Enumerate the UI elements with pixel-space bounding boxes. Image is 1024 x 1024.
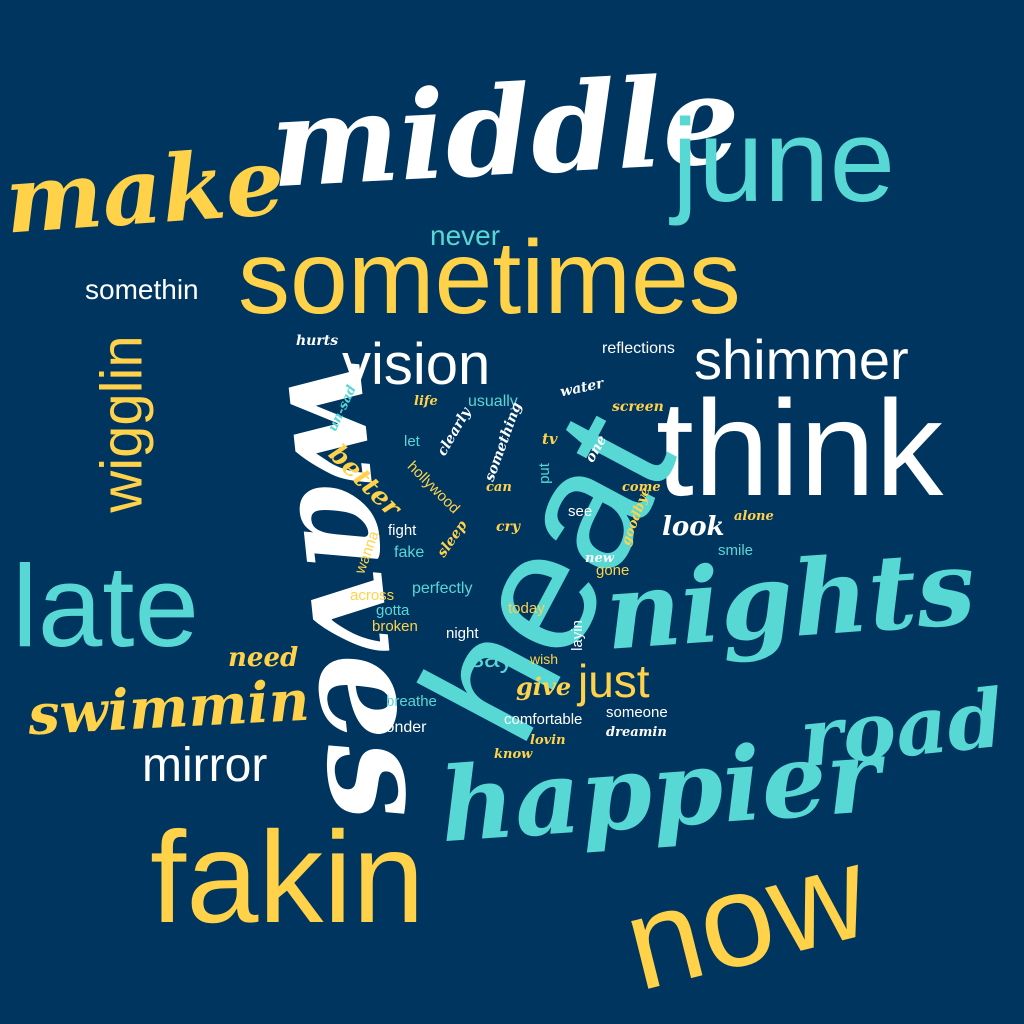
word-put: put bbox=[535, 463, 553, 484]
word-can: can bbox=[486, 480, 512, 495]
word-layin: layin bbox=[568, 620, 586, 651]
word-think: think bbox=[656, 372, 944, 524]
word-today: today bbox=[508, 600, 545, 617]
word-smile: smile bbox=[718, 542, 754, 559]
word-somethin: somethin bbox=[85, 274, 199, 305]
word-across: across bbox=[350, 587, 395, 604]
word-breathe: breathe bbox=[386, 693, 437, 710]
word-road: road bbox=[795, 670, 1008, 786]
word-perfectly: perfectly bbox=[412, 580, 473, 597]
word-gotta: gotta bbox=[376, 602, 410, 619]
word-alone: alone bbox=[734, 509, 774, 524]
word-wish: wish bbox=[530, 651, 559, 667]
word-shimmer: shimmer bbox=[694, 328, 909, 391]
word-reflections: reflections bbox=[602, 340, 675, 357]
word-vision: vision bbox=[342, 332, 491, 397]
word-broken: broken bbox=[372, 618, 418, 635]
word-clearly: clearly bbox=[434, 405, 475, 459]
word-comfortable: comfortable bbox=[504, 711, 583, 728]
word-say: say bbox=[470, 642, 514, 673]
word-wigglin: wigglin bbox=[89, 335, 155, 513]
word-night: night bbox=[446, 625, 479, 642]
word-water: water bbox=[558, 375, 606, 401]
word-hurts: hurts bbox=[296, 333, 339, 349]
word-late: late bbox=[12, 541, 200, 671]
word-someone: someone bbox=[606, 704, 668, 721]
word-see: see bbox=[568, 503, 593, 520]
word-fakin: fakin bbox=[150, 804, 425, 950]
word-new: new bbox=[585, 551, 614, 566]
word-just: just bbox=[578, 655, 650, 707]
word-fight: fight bbox=[388, 522, 417, 539]
word-screen: screen bbox=[612, 399, 664, 415]
word-know: know bbox=[494, 747, 533, 762]
word-lovin: lovin bbox=[530, 733, 566, 748]
word-give: give bbox=[516, 672, 572, 701]
word-need: need bbox=[228, 643, 299, 673]
word-usually: usually bbox=[468, 393, 518, 410]
word-nights: nights bbox=[601, 525, 979, 674]
word-mirror: mirror bbox=[142, 739, 268, 792]
word-swimmin: swimmin bbox=[26, 667, 312, 749]
word-now: now bbox=[610, 816, 882, 1019]
word-june: june bbox=[672, 95, 896, 227]
word-wonder: wonder bbox=[374, 719, 427, 736]
word-fake: fake bbox=[394, 544, 425, 561]
word-cry: cry bbox=[496, 519, 521, 535]
word-dreamin: dreamin bbox=[606, 725, 667, 740]
word-look: look bbox=[662, 512, 725, 542]
word-tv: tv bbox=[542, 430, 558, 448]
word-let: let bbox=[404, 433, 420, 450]
word-life: life bbox=[414, 394, 438, 409]
word-never: never bbox=[430, 220, 501, 251]
word-sometimes: sometimes bbox=[238, 220, 741, 336]
word-come: come bbox=[622, 480, 661, 495]
word-gone: gone bbox=[596, 562, 630, 579]
